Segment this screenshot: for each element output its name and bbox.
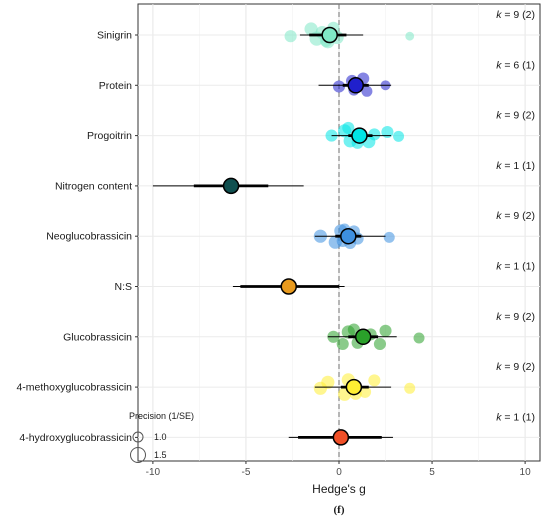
category-label: Neoglucobrassicin [46, 231, 132, 243]
x-tick-label: -10 [146, 467, 161, 478]
x-axis-title: Hedge's g [312, 482, 366, 496]
study-point [383, 231, 395, 243]
study-point [368, 374, 381, 387]
estimate-point [222, 177, 240, 195]
row-protein: k = 6 (1) [318, 59, 535, 97]
study-point [413, 332, 425, 344]
row-progoitrin: k = 9 (2) [325, 110, 535, 149]
estimate-point [354, 328, 372, 346]
estimate-point [321, 26, 338, 44]
study-point [373, 337, 386, 351]
legend-label: 1.0 [154, 432, 167, 442]
estimate-point [280, 278, 297, 295]
category-label: Protein [99, 80, 132, 92]
legend-key [130, 447, 146, 463]
x-tick-label: 10 [520, 467, 532, 478]
chart-marks: k = 9 (2) k = 6 (1) k = 9 (2) k = 1 (1) k = … [152, 9, 535, 446]
k-label: k = 9 (2) [496, 110, 535, 122]
legend-title: Precision (1/SE) [129, 411, 194, 421]
row-n-s: k = 1 (1) [232, 261, 535, 295]
estimate-point [347, 77, 364, 94]
study-point [381, 125, 394, 139]
estimate-point [351, 127, 368, 144]
row-sinigrin: k = 9 (2) [284, 9, 535, 49]
k-label: k = 9 (2) [496, 361, 535, 373]
study-point [342, 121, 355, 134]
legend-key [132, 431, 144, 443]
category-label: 4-hydroxyglucobrassicin [19, 432, 132, 444]
k-label: k = 9 (2) [496, 311, 535, 323]
category-label: 4-methoxyglucobrassicin [16, 382, 132, 394]
row-neoglucobrassicin: k = 9 (2) [313, 210, 535, 249]
study-point [359, 385, 372, 398]
study-point [379, 324, 392, 337]
estimate-point [345, 378, 363, 396]
k-label: k = 9 (2) [496, 210, 535, 222]
category-label: Sinigrin [97, 30, 132, 42]
category-label: Progoitrin [87, 130, 132, 142]
study-point [404, 382, 416, 394]
x-tick-label: 5 [429, 467, 435, 478]
row-nitrogen-content: k = 1 (1) [152, 160, 535, 195]
k-label: k = 1 (1) [496, 261, 535, 273]
study-point [336, 337, 349, 351]
row-4-methoxyglucobrassicin: k = 9 (2) [313, 361, 535, 401]
study-point [393, 130, 405, 142]
legend-label: 1.5 [154, 450, 167, 460]
k-label: k = 9 (2) [496, 9, 535, 21]
study-point [284, 30, 297, 43]
study-point [368, 128, 381, 141]
category-label: N:S [114, 281, 132, 293]
panel-caption: (f) [334, 504, 345, 516]
study-point [405, 31, 415, 41]
study-point [332, 80, 346, 93]
k-label: k = 1 (1) [496, 411, 535, 423]
x-tick-label: -5 [241, 467, 250, 478]
estimate-point [340, 227, 357, 245]
category-label: Nitrogen content [55, 180, 132, 192]
row-4-hydroxyglucobrassicin: k = 1 (1) [288, 411, 535, 446]
k-label: k = 1 (1) [496, 160, 535, 172]
k-label: k = 6 (1) [496, 59, 535, 71]
x-tick-label: 0 [336, 467, 342, 478]
row-glucobrassicin: k = 9 (2) [327, 311, 535, 351]
legend: Precision (1/SE) 1.0 1.5 [129, 411, 194, 463]
axes: Sinigrin Protein Progoitrin Nitrogen conten… [16, 30, 531, 479]
estimate-point [332, 429, 350, 446]
study-point [361, 85, 373, 97]
study-point [321, 375, 335, 389]
category-label: Glucobrassicin [63, 331, 132, 343]
